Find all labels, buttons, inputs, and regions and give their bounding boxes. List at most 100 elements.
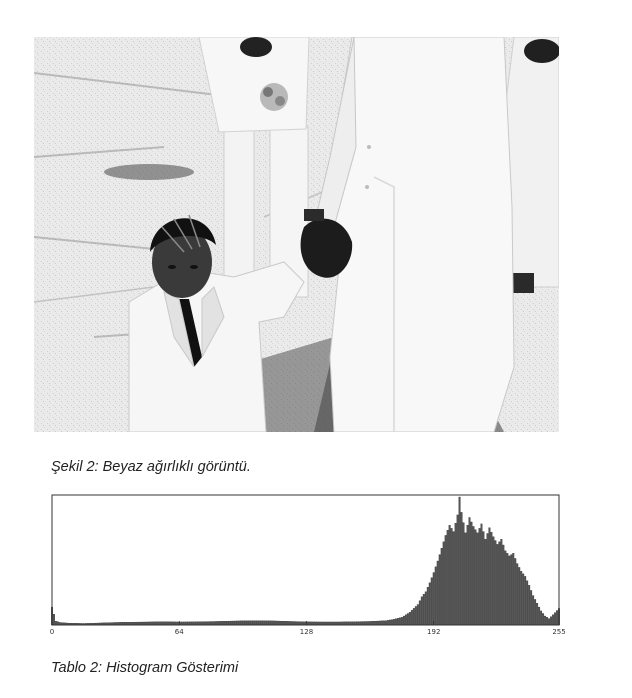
histogram-bar: [522, 573, 525, 626]
histogram-bar: [367, 621, 370, 626]
histogram-bar: [468, 517, 471, 626]
histogram-bar: [416, 604, 419, 626]
histogram-bar: [438, 554, 441, 626]
histogram-bar: [261, 620, 264, 626]
histogram-bar: [414, 606, 417, 626]
histogram-bar: [512, 553, 515, 626]
histogram-bar: [224, 621, 226, 626]
histogram-bar: [422, 594, 425, 626]
histogram-bar: [251, 620, 254, 626]
histogram-bar: [506, 553, 509, 626]
histogram-bar: [516, 563, 519, 626]
histogram-bar: [424, 591, 427, 626]
histogram-bar: [365, 621, 368, 626]
histogram-bar: [470, 521, 473, 626]
histogram-bar: [472, 526, 475, 626]
histogram-bar: [293, 621, 296, 626]
histogram-bar: [418, 600, 421, 626]
histogram-bar: [271, 620, 274, 626]
histogram-bar: [412, 608, 415, 626]
histogram-bar: [450, 528, 453, 626]
histogram-bar: [448, 525, 451, 626]
histogram-bar: [259, 620, 262, 626]
histogram-bar: [502, 544, 505, 626]
histogram-bar: [476, 532, 479, 626]
histogram-bar: [385, 620, 387, 626]
histogram-bar: [398, 617, 401, 626]
photo-illustration: [34, 37, 559, 432]
x-tick-label: 64: [175, 628, 184, 636]
histogram-frame: [51, 494, 560, 626]
histogram-bar: [206, 621, 209, 626]
histogram-bar: [426, 587, 429, 626]
histogram-bar: [446, 530, 449, 626]
histogram-bar: [544, 615, 547, 626]
histogram-bar: [442, 541, 445, 626]
histogram-bar: [204, 621, 207, 626]
histogram-bar: [428, 582, 431, 626]
histogram-bar: [289, 621, 292, 626]
x-tick-label: 255: [552, 628, 565, 636]
histogram-bar: [222, 621, 224, 626]
histogram-bar: [486, 533, 489, 626]
histogram-svg: 0 64 128 192 255: [50, 494, 566, 636]
histogram-bar: [514, 558, 517, 626]
histogram-bar: [420, 596, 423, 626]
histogram-bar: [474, 529, 477, 626]
histogram-bar: [400, 617, 403, 626]
histogram-bar: [277, 620, 280, 626]
histogram-bar: [432, 572, 435, 626]
histogram-bar: [269, 620, 272, 626]
child-face: [152, 226, 212, 298]
histogram-bar: [297, 621, 300, 626]
histogram-bar: [216, 621, 218, 626]
histogram-bar: [371, 621, 374, 626]
histogram-bar: [554, 612, 556, 626]
histogram-bar: [462, 522, 465, 626]
histogram-bar: [402, 615, 405, 626]
histogram-bar: [53, 613, 55, 626]
histogram-bar: [283, 621, 286, 626]
histogram-bar: [397, 618, 399, 626]
histogram-bar: [361, 621, 364, 626]
histogram-bar: [263, 620, 266, 626]
histogram-bar: [478, 528, 481, 626]
histogram-bar: [383, 620, 385, 626]
x-tick-label: 128: [300, 628, 313, 636]
histogram-bar: [247, 620, 250, 626]
histogram-bar: [504, 550, 507, 626]
histogram-bar: [550, 616, 552, 626]
histogram-bar: [208, 621, 211, 626]
histogram-bar: [233, 620, 236, 626]
histogram-bar: [295, 621, 298, 626]
histogram-bar: [548, 618, 550, 626]
histogram-bar: [498, 541, 501, 626]
histogram-bar: [228, 620, 230, 626]
histogram-bar: [482, 531, 485, 626]
histogram-bar: [279, 620, 282, 626]
histogram-bar: [552, 614, 554, 626]
table-caption: Tablo 2: Histogram Gösterimi: [51, 660, 239, 676]
child-tie: [179, 299, 202, 367]
histogram-bar: [460, 512, 463, 626]
histogram-bar: [452, 531, 455, 626]
histogram-bar: [255, 620, 258, 626]
histogram-bar: [231, 620, 234, 626]
histogram-bar: [494, 540, 497, 626]
histogram-bar: [226, 621, 228, 626]
histogram-bar: [243, 620, 246, 626]
histogram-bar: [520, 571, 523, 626]
histogram-bar: [257, 620, 260, 626]
histogram-bar: [229, 620, 232, 626]
histogram-chart: 0 64 128 192 255: [44, 490, 569, 640]
histogram-bar: [466, 525, 469, 626]
histogram-bar: [436, 560, 439, 626]
histogram-bar: [444, 535, 447, 626]
histogram-bar: [410, 610, 413, 626]
histogram-bar: [275, 620, 278, 626]
histogram-bar: [218, 621, 220, 626]
histogram-bar: [542, 613, 545, 626]
histogram-bar: [454, 523, 457, 626]
histogram-bar: [285, 621, 288, 626]
histogram-bar: [265, 620, 268, 626]
